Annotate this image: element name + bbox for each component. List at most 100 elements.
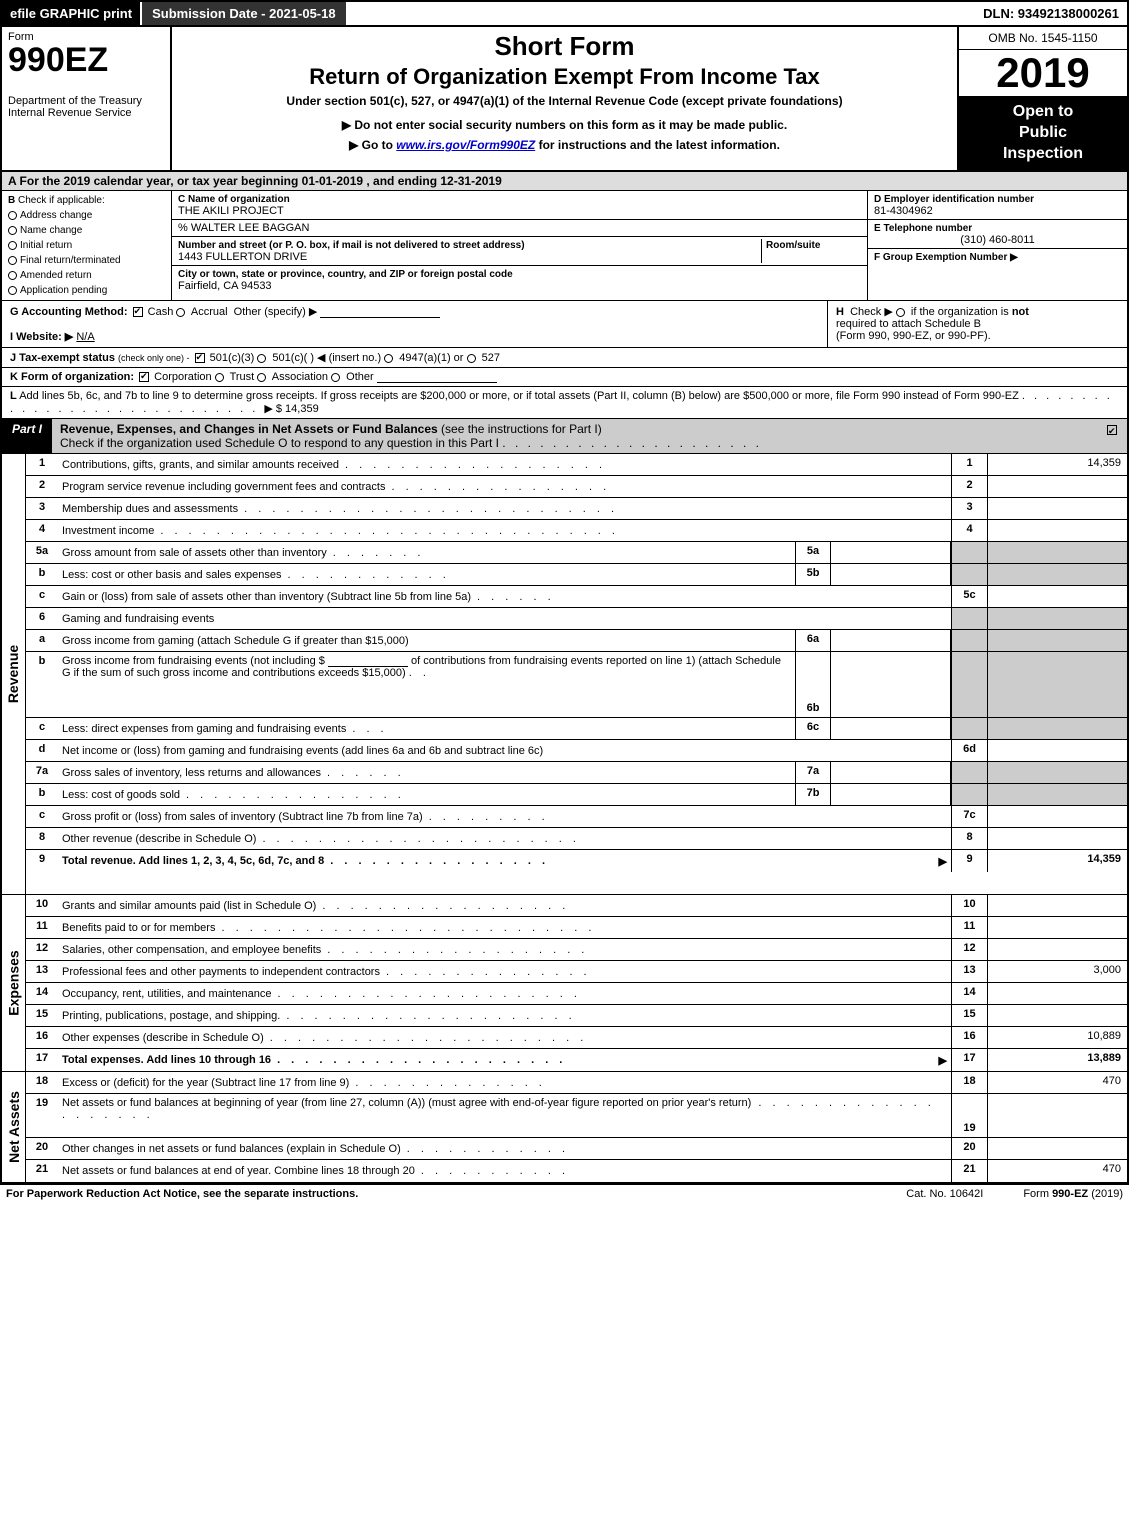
line-8: 8 Other revenue (describe in Schedule O)… <box>26 828 1127 850</box>
gh-row: G Accounting Method: Cash Accrual Other … <box>0 301 1129 348</box>
k-other-blank[interactable] <box>377 382 497 383</box>
line-7a-value <box>831 762 951 783</box>
line-4: 4 Investment income. . . . . . . . . . .… <box>26 520 1127 542</box>
k-other-radio[interactable] <box>331 373 340 382</box>
check-final-return[interactable]: Final return/terminated <box>8 253 165 268</box>
line-9: 9 Total revenue. Add lines 1, 2, 3, 4, 5… <box>26 850 1127 872</box>
website-value: N/A <box>76 331 94 343</box>
radio-icon[interactable] <box>8 286 17 295</box>
h-text2: if the organization is <box>911 306 1009 318</box>
efile-print-label[interactable]: efile GRAPHIC print <box>2 2 140 25</box>
j-527-radio[interactable] <box>467 354 476 363</box>
k-corp-check[interactable] <box>139 372 149 382</box>
part-1-title: Revenue, Expenses, and Changes in Net As… <box>52 419 1097 453</box>
net-assets-lines: 18 Excess or (deficit) for the year (Sub… <box>26 1072 1127 1182</box>
street-label: Number and street (or P. O. box, if mail… <box>178 240 525 251</box>
inspection-1: Open to <box>1013 103 1073 120</box>
radio-accrual[interactable] <box>176 308 185 317</box>
part-1-checkbox[interactable] <box>1107 425 1117 435</box>
line-17-value: 13,889 <box>987 1049 1127 1071</box>
check-amended-return[interactable]: Amended return <box>8 268 165 283</box>
section-b-label: B <box>8 195 15 206</box>
checkbox-cash[interactable] <box>133 307 143 317</box>
line-13-value: 3,000 <box>987 961 1127 982</box>
dln-label: DLN: 93492138000261 <box>975 2 1127 25</box>
check-name-change[interactable]: Name change <box>8 223 165 238</box>
line-14: 14 Occupancy, rent, utilities, and maint… <box>26 983 1127 1005</box>
care-of-row: % WALTER LEE BAGGAN <box>172 220 867 237</box>
line-18: 18 Excess or (deficit) for the year (Sub… <box>26 1072 1127 1094</box>
org-name: THE AKILI PROJECT <box>178 205 284 217</box>
net-assets-side-label: Net Assets <box>2 1072 26 1182</box>
org-name-row: C Name of organization THE AKILI PROJECT <box>172 191 867 220</box>
header-center: Short Form Return of Organization Exempt… <box>172 27 957 170</box>
group-label: F Group Exemption Number ▶ <box>874 252 1018 263</box>
radio-icon[interactable] <box>8 226 17 235</box>
line-1: 1 Contributions, gifts, grants, and simi… <box>26 454 1127 476</box>
line-6b-value <box>831 652 951 717</box>
line-5b: b Less: cost or other basis and sales ex… <box>26 564 1127 586</box>
line-20: 20 Other changes in net assets or fund b… <box>26 1138 1127 1160</box>
h-text4: required to attach Schedule B <box>836 318 981 330</box>
group-row: F Group Exemption Number ▶ <box>868 249 1127 265</box>
section-c: C Name of organization THE AKILI PROJECT… <box>172 191 867 300</box>
line-6a: a Gross income from gaming (attach Sched… <box>26 630 1127 652</box>
k-assoc-radio[interactable] <box>257 373 266 382</box>
omb-number: OMB No. 1545-1150 <box>959 27 1127 50</box>
j-4947-radio[interactable] <box>384 354 393 363</box>
do-not-enter: ▶ Do not enter social security numbers o… <box>180 118 949 132</box>
radio-icon[interactable] <box>8 271 17 280</box>
other-blank[interactable] <box>320 317 440 318</box>
section-j: J Tax-exempt status (check only one) - 5… <box>0 348 1129 368</box>
phone-value: (310) 460-8011 <box>874 234 1121 246</box>
check-if-applicable: Check if applicable: <box>18 195 105 206</box>
check-initial-return[interactable]: Initial return <box>8 238 165 253</box>
j-501c3-check[interactable] <box>195 353 205 363</box>
line-3: 3 Membership dues and assessments. . . .… <box>26 498 1127 520</box>
radio-icon[interactable] <box>8 256 17 265</box>
l-text: Add lines 5b, 6c, and 7b to line 9 to de… <box>19 390 1019 402</box>
line-6c: c Less: direct expenses from gaming and … <box>26 718 1127 740</box>
line-3-value <box>987 498 1127 519</box>
line-15-value <box>987 1005 1127 1026</box>
line-10-value <box>987 895 1127 916</box>
line-8-value <box>987 828 1127 849</box>
top-bar: efile GRAPHIC print Submission Date - 20… <box>0 0 1129 25</box>
line-18-value: 470 <box>987 1072 1127 1093</box>
check-application-pending[interactable]: Application pending <box>8 283 165 298</box>
line-6c-value <box>831 718 951 739</box>
j-501c-radio[interactable] <box>257 354 266 363</box>
check-address-change[interactable]: Address change <box>8 208 165 223</box>
cash-label: Cash <box>148 306 174 318</box>
arrow-icon <box>939 855 947 868</box>
k-trust: Trust <box>230 371 255 383</box>
line-5c: c Gain or (loss) from sale of assets oth… <box>26 586 1127 608</box>
revenue-section: Revenue 1 Contributions, gifts, grants, … <box>0 454 1129 895</box>
expenses-section: Expenses 10 Grants and similar amounts p… <box>0 895 1129 1072</box>
k-trust-radio[interactable] <box>215 373 224 382</box>
k-assoc: Association <box>272 371 328 383</box>
part-1-label: Part I <box>2 419 52 453</box>
k-label: K Form of organization: <box>10 371 134 383</box>
line-7c-value <box>987 806 1127 827</box>
line-15: 15 Printing, publications, postage, and … <box>26 1005 1127 1027</box>
tax-year: 2019 <box>959 50 1127 96</box>
line-6d-value <box>987 740 1127 761</box>
section-g: G Accounting Method: Cash Accrual Other … <box>2 301 827 347</box>
inspection-2: Public <box>1019 124 1067 141</box>
radio-icon[interactable] <box>8 211 17 220</box>
h-text5: (Form 990, 990-EZ, or 990-PF). <box>836 330 991 342</box>
line-14-value <box>987 983 1127 1004</box>
city-label: City or town, state or province, country… <box>178 269 513 280</box>
ein-label: D Employer identification number <box>874 194 1034 205</box>
org-name-label: C Name of organization <box>178 194 290 205</box>
section-def: D Employer identification number 81-4304… <box>867 191 1127 300</box>
line-4-value <box>987 520 1127 541</box>
line-1-value: 14,359 <box>987 454 1127 475</box>
room-label: Room/suite <box>766 240 820 251</box>
h-radio[interactable] <box>896 308 905 317</box>
line-7b-value <box>831 784 951 805</box>
radio-icon[interactable] <box>8 241 17 250</box>
line-11: 11 Benefits paid to or for members. . . … <box>26 917 1127 939</box>
irs-link[interactable]: www.irs.gov/Form990EZ <box>396 138 535 152</box>
